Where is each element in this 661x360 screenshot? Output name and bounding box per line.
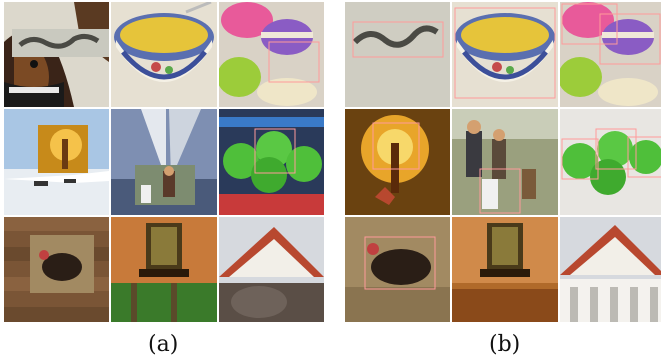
tile-apples	[560, 109, 661, 215]
bowl-image	[111, 2, 217, 107]
person-patch	[135, 165, 195, 205]
roof-image	[219, 217, 324, 322]
panel-b	[345, 2, 661, 322]
tile-snake	[345, 2, 450, 107]
roof-image-b	[560, 217, 661, 322]
macaron-image	[219, 2, 324, 107]
tile-glow	[345, 109, 450, 215]
trophy-image-b	[452, 217, 558, 322]
macaron-image-b	[560, 2, 661, 107]
tile-trophy-b	[452, 217, 558, 322]
glow-image	[345, 109, 450, 215]
tile-macarons-b	[560, 2, 661, 107]
caption-b: (b)	[489, 332, 521, 357]
vulture-image	[345, 217, 450, 322]
tile-sailboat	[111, 109, 217, 215]
tile-airplane	[4, 109, 109, 215]
snake-image	[345, 2, 450, 107]
apples-image	[560, 109, 661, 215]
tile-vulture	[345, 217, 450, 322]
snake-patch	[12, 29, 109, 57]
tile-roof	[219, 217, 324, 322]
panel-a-grid	[4, 2, 324, 322]
people-image	[452, 109, 558, 215]
tile-dog-snake	[4, 2, 109, 107]
glow-patch	[38, 125, 88, 173]
tile-roof-b	[560, 217, 661, 322]
tile-bowl	[111, 2, 217, 107]
tile-shelf-apples	[219, 109, 324, 215]
caption-a: (a)	[148, 332, 179, 357]
sailboat-image	[111, 109, 217, 215]
tile-bowl-b	[452, 2, 558, 107]
panel-b-grid	[345, 2, 661, 322]
tile-trophy	[111, 217, 217, 322]
bowl-image-b	[452, 2, 558, 107]
tile-macarons	[219, 2, 324, 107]
tile-people-dog	[452, 109, 558, 215]
vulture-patch	[30, 235, 94, 293]
panel-a	[4, 2, 324, 322]
trophy-image	[111, 217, 217, 322]
tile-wood-vulture	[4, 217, 109, 322]
shelf-image	[219, 109, 324, 215]
